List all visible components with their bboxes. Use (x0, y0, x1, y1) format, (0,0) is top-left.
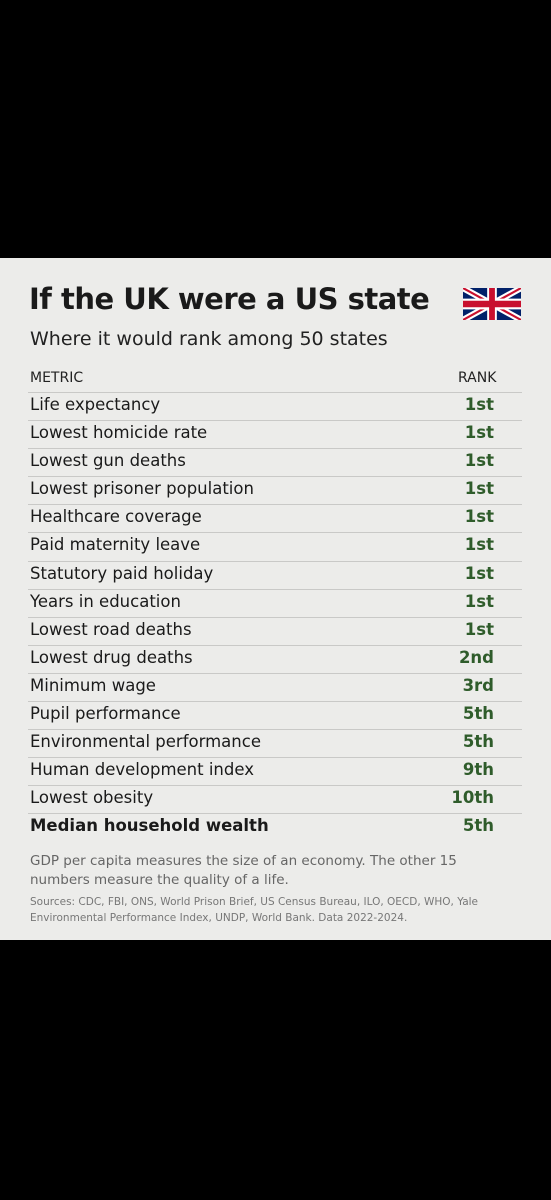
table-row: Paid maternity leave 1st (28, 532, 522, 560)
rank-cell: 1st (464, 619, 494, 639)
table-row: Lowest road deaths 1st (28, 616, 522, 645)
metric-cell: Lowest road deaths (30, 619, 192, 639)
table-row: Healthcare coverage 1st (28, 504, 522, 532)
metric-cell: Lowest homicide rate (30, 423, 208, 443)
title: If the UK were a US state (29, 282, 430, 316)
metric-cell: Median household wealth (30, 816, 269, 836)
rank-cell: 1st (464, 535, 494, 555)
table-row: Statutory paid holiday 1st (28, 560, 522, 589)
rank-cell: 1st (464, 563, 494, 583)
metric-cell: Lowest prisoner population (30, 479, 254, 499)
rank-cell: 10th (451, 788, 494, 808)
rank-cell: 1st (464, 423, 494, 443)
metric-cell: Lowest gun deaths (30, 451, 186, 471)
rank-cell: 2nd (458, 647, 494, 667)
rank-cell: 1st (464, 451, 494, 471)
rank-cell: 1st (464, 591, 494, 611)
metric-cell: Lowest drug deaths (30, 647, 193, 667)
sources: Sources: CDC, FBI, ONS, World Prison Bri… (30, 896, 479, 924)
rank-cell: 1st (464, 507, 494, 527)
rank-cell: 9th (462, 760, 494, 780)
table-row: Lowest prisoner population 1st (28, 476, 522, 504)
table-row: Minimum wage 3rd (28, 672, 522, 701)
table-row: Lowest homicide rate 1st (28, 420, 522, 448)
metric-cell: Lowest obesity (30, 788, 154, 808)
rank-cell: 1st (464, 479, 494, 499)
metric-cell: Life expectancy (30, 395, 161, 414)
metric-cell: Minimum wage (30, 675, 156, 695)
column-header: RANK (458, 370, 497, 386)
metric-cell: Years in education (30, 591, 181, 611)
rank-cell: 5th (462, 732, 494, 752)
table: Life expectancy 1st Lowest homicide rate 1s… (28, 392, 522, 842)
metric-cell: Paid maternity leave (30, 535, 201, 555)
column-header: METRIC (30, 370, 84, 386)
uk-flag (463, 288, 521, 320)
table-row: Lowest drug deaths 2nd (28, 644, 522, 673)
table-row: Median household wealth 5th (28, 813, 522, 841)
rank-cell: 1st (464, 395, 494, 414)
infographic-card: If the UK were a US state Where it would… (0, 258, 551, 940)
footnote: GDP per capita measures the size of an e… (30, 853, 457, 888)
table-row: Environmental performance 5th (28, 729, 522, 757)
rank-cell: 5th (462, 704, 494, 724)
table-row: Pupil performance 5th (28, 701, 522, 729)
table-row: Lowest obesity 10th (28, 785, 522, 813)
metric-cell: Human development index (30, 760, 254, 780)
rank-cell: 3rd (462, 675, 494, 695)
metric-cell: Pupil performance (30, 704, 181, 724)
table-row: Human development index 9th (28, 757, 522, 785)
metric-cell: Environmental performance (30, 732, 261, 752)
metric-cell: Statutory paid holiday (30, 563, 214, 583)
table-row: Years in education 1st (28, 588, 522, 617)
metric-cell: Healthcare coverage (30, 507, 202, 527)
table-row: Life expectancy 1st (28, 392, 522, 420)
subtitle: Where it would rank among 50 states (30, 328, 388, 350)
table-row: Lowest gun deaths 1st (28, 448, 522, 476)
rank-cell: 5th (462, 816, 494, 836)
